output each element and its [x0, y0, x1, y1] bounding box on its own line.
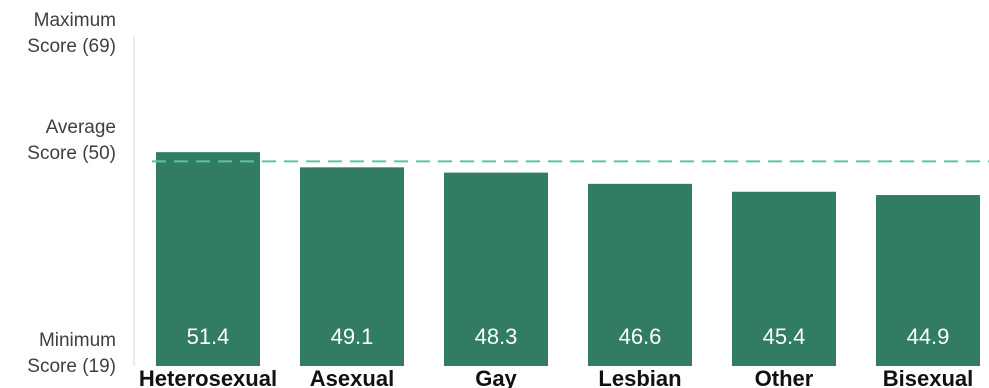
data-label-heterosexual: 51.4 — [187, 324, 230, 349]
bars-group — [156, 152, 980, 366]
category-label-lesbian: Lesbian — [598, 366, 681, 388]
data-label-asexual: 49.1 — [331, 324, 374, 349]
data-label-gay: 48.3 — [475, 324, 518, 349]
category-label-other: Other — [755, 366, 814, 388]
data-label-lesbian: 46.6 — [619, 324, 662, 349]
bar-bisexual — [876, 195, 980, 366]
y-label-19-line1: Minimum — [39, 330, 116, 351]
y-label-50-line1: Average — [46, 117, 116, 138]
data-label-bisexual: 44.9 — [907, 324, 950, 349]
category-labels-group: Heterosexual Asexual Gay Lesbian Other Bisexu… — [139, 366, 973, 388]
category-label-gay: Gay — [475, 366, 517, 388]
category-label-asexual: Asexual — [310, 366, 394, 388]
y-label-69-line1: Maximum — [34, 10, 116, 31]
category-label-bisexual: Bisexual — [883, 366, 974, 388]
y-label-50-line2: Score (50) — [27, 143, 116, 164]
bar-gay — [444, 172, 548, 366]
data-label-other: 45.4 — [763, 324, 806, 349]
y-label-19-line2: Score (19) — [27, 356, 116, 377]
category-label-heterosexual: Heterosexual — [139, 366, 277, 388]
y-label-69-line2: Score (69) — [27, 36, 116, 57]
bar-asexual — [300, 167, 404, 366]
bar-other — [732, 191, 836, 366]
bar-heterosexual — [156, 152, 260, 366]
data-labels-group: 51.4 49.1 48.3 46.6 45.4 44.9 — [187, 324, 950, 349]
y-reference-labels: Maximum Score (69) Average Score (50) Minimu… — [27, 10, 116, 377]
bar-lesbian — [588, 183, 692, 366]
